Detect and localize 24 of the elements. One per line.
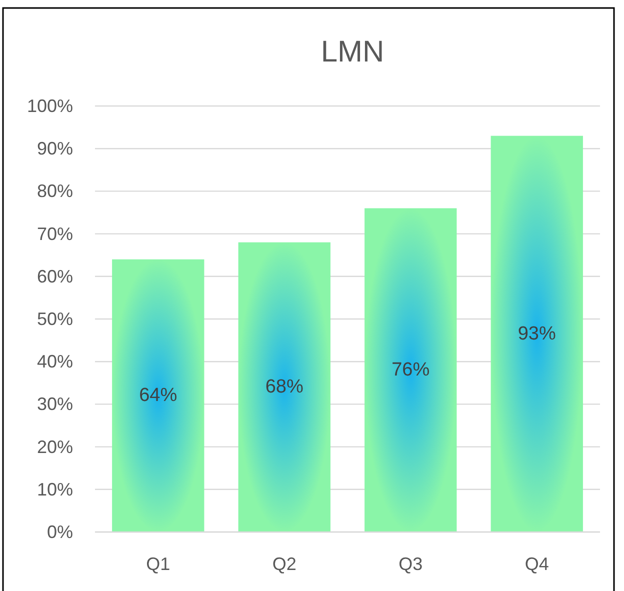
bar: [238, 242, 330, 532]
x-tick-label: Q3: [398, 554, 423, 574]
y-tick-label: 70%: [36, 224, 73, 244]
data-label: 93%: [518, 323, 556, 344]
y-tick-label: 40%: [36, 352, 73, 372]
data-label: 68%: [265, 376, 304, 398]
y-tick-label: 80%: [36, 181, 73, 202]
x-tick-label: Q4: [524, 554, 549, 574]
x-tick-label: Q1: [146, 554, 170, 574]
y-tick-label: 100%: [26, 96, 73, 116]
y-tick-label: 10%: [36, 479, 73, 500]
y-tick-label: 30%: [36, 394, 73, 414]
y-tick-label: 0%: [46, 522, 73, 542]
chart-title: LMN: [320, 36, 384, 68]
y-tick-label: 50%: [36, 309, 73, 329]
bar: [490, 136, 583, 532]
data-label: 76%: [392, 360, 430, 381]
y-tick-label: 90%: [36, 138, 73, 159]
data-label: 64%: [139, 385, 178, 406]
y-tick-label: 60%: [36, 266, 73, 286]
bar: [364, 208, 457, 532]
y-tick-label: 20%: [36, 436, 73, 457]
bar: [112, 259, 204, 532]
x-tick-label: Q2: [272, 554, 296, 574]
